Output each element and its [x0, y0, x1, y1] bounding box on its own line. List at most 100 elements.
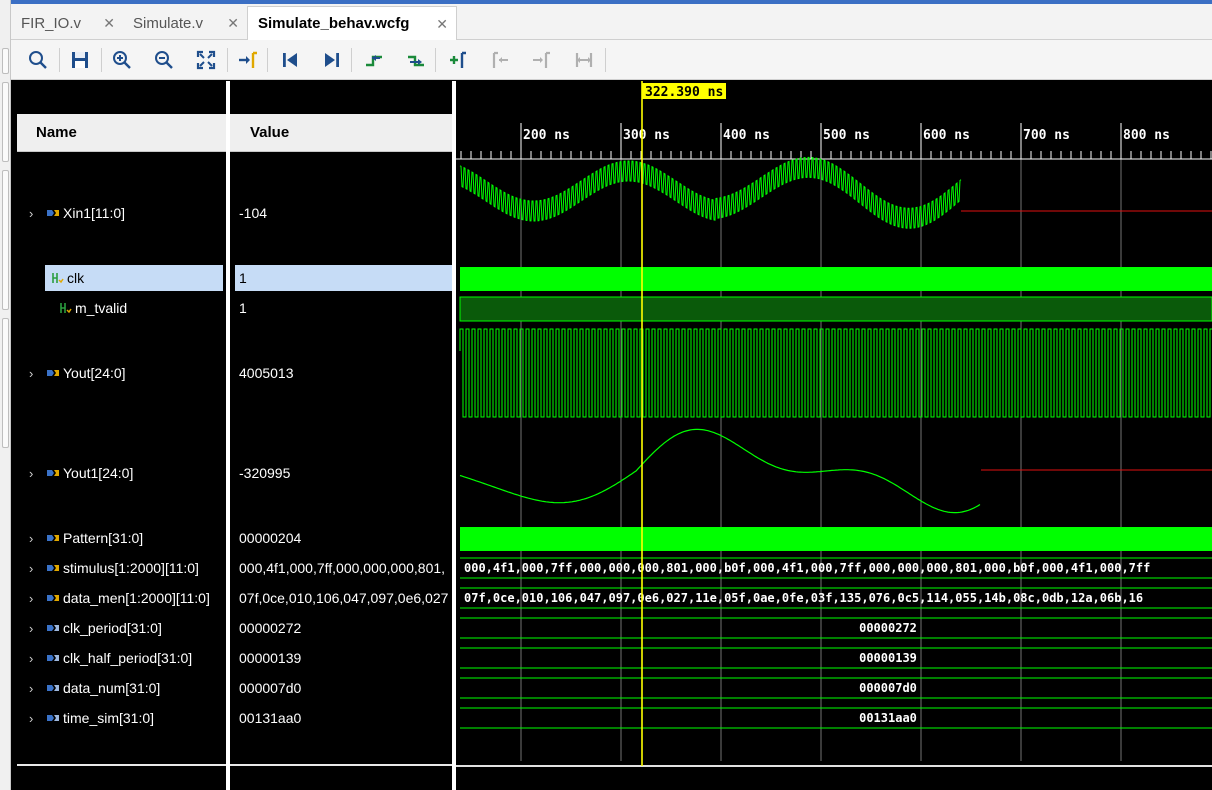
waveform-toolbar [11, 40, 1212, 80]
signal-value-cell: 4005013 [239, 365, 294, 381]
signal-row-name[interactable]: › Yout1[24:0] [17, 460, 226, 486]
m-tvalid-trace [459, 296, 1212, 322]
logic-signal-icon [50, 271, 64, 285]
waveform-canvas[interactable]: 200 ns 300 ns 400 ns 500 ns 600 ns 700 ns 800 … [456, 81, 1212, 790]
time-sim-trace-value-text: 00131aa0 [859, 711, 917, 725]
signal-name-label: Yout[24:0] [63, 365, 126, 381]
side-panel-handle[interactable] [2, 170, 9, 310]
side-panel-handle[interactable] [2, 48, 9, 74]
search-icon[interactable] [27, 49, 49, 71]
name-column-header[interactable]: Name [17, 114, 226, 152]
signal-value-cell: -104 [239, 205, 268, 221]
save-icon[interactable] [69, 49, 91, 71]
column-divider[interactable] [226, 81, 230, 790]
signal-name-label: clk_period[31:0] [63, 620, 162, 636]
close-icon[interactable]: ✕ [103, 15, 115, 31]
signal-value-cell: 000007d0 [239, 680, 302, 696]
signal-name-label: data_men[1:2000][11:0] [63, 590, 210, 606]
pattern-trace [460, 527, 1212, 551]
next-transition-icon[interactable] [405, 49, 427, 71]
signal-name-label: Pattern[31:0] [63, 530, 144, 546]
chevron-right-icon[interactable]: › [29, 650, 34, 666]
chevron-right-icon[interactable]: › [29, 365, 34, 381]
chevron-right-icon[interactable]: › [29, 560, 34, 576]
signal-row-name[interactable]: m_tvalid [17, 295, 226, 321]
window-top-border [0, 0, 1212, 4]
tab-label: Simulate_behav.wcfg [258, 15, 410, 32]
bus-signal-icon [46, 591, 60, 605]
tab-simulate-behav-wcfg[interactable]: Simulate_behav.wcfg ✕ [247, 6, 457, 40]
signal-name-label: data_num[31:0] [63, 680, 161, 696]
signal-row-name[interactable]: › clk_period[31:0] [17, 615, 226, 641]
signal-value-cell: 07f,0ce,010,106,047,097,0e6,027 [239, 590, 449, 606]
yout-trace [459, 328, 1212, 418]
signal-row-name[interactable]: › stimulus[1:2000][11:0] [17, 555, 226, 581]
left-side-strip [0, 0, 11, 790]
signal-row-name[interactable]: clk [45, 265, 223, 291]
signal-name-label: m_tvalid [75, 300, 128, 316]
bus-signal-icon [46, 561, 60, 575]
chevron-right-icon[interactable]: › [29, 530, 34, 546]
chevron-right-icon[interactable]: › [29, 620, 34, 636]
zoom-in-icon[interactable] [111, 49, 133, 71]
parameter-icon [46, 621, 60, 635]
tab-label: Simulate.v [133, 14, 204, 32]
zoom-out-icon[interactable] [153, 49, 175, 71]
next-marker-icon[interactable] [531, 49, 553, 71]
signal-value-cell: 00000139 [239, 650, 302, 666]
signal-name-label: Yout1[24:0] [63, 465, 134, 481]
chevron-right-icon[interactable]: › [29, 590, 34, 606]
chevron-right-icon[interactable]: › [29, 205, 34, 221]
signal-value-cell: 1 [239, 300, 247, 316]
signal-value-cell: 00131aa0 [239, 710, 302, 726]
bus-signal-icon [46, 531, 60, 545]
signal-row-name[interactable]: › Pattern[31:0] [17, 525, 226, 551]
bus-signal-icon [46, 466, 60, 480]
signal-name-label: stimulus[1:2000][11:0] [63, 560, 199, 576]
value-column-header[interactable]: Value [230, 114, 452, 152]
previous-marker-icon[interactable] [489, 49, 511, 71]
side-panel-handle[interactable] [2, 82, 9, 162]
signal-row-name[interactable]: › data_men[1:2000][11:0] [17, 585, 226, 611]
close-icon[interactable]: ✕ [227, 15, 239, 31]
signal-value-cell: 1 [235, 265, 452, 291]
tab-label: FIR_IO.v [21, 14, 82, 32]
xin1-trace [459, 156, 962, 229]
signal-row-name[interactable]: › Yout[24:0] [17, 360, 226, 386]
data-num-trace-value-text: 000007d0 [859, 681, 917, 695]
signal-name-label: clk_half_period[31:0] [63, 650, 193, 666]
tab-fir-io[interactable]: FIR_IO.v ✕ [11, 6, 123, 40]
signal-value-cell: 00000204 [239, 530, 302, 546]
side-panel-handle[interactable] [2, 318, 9, 448]
chevron-right-icon[interactable]: › [29, 465, 34, 481]
go-to-last-time-icon[interactable] [321, 49, 343, 71]
chevron-right-icon[interactable]: › [29, 710, 34, 726]
add-marker-icon[interactable] [447, 49, 469, 71]
signal-name-label: Xin1[11:0] [63, 205, 126, 221]
ruler-tick-label: 600 ns [923, 128, 970, 143]
signal-row-name[interactable]: › time_sim[31:0] [17, 705, 226, 731]
close-icon[interactable]: ✕ [436, 16, 448, 32]
clk-half-period-trace-value-text: 00000139 [859, 651, 917, 665]
signal-row-name[interactable]: › data_num[31:0] [17, 675, 226, 701]
zoom-fit-icon[interactable] [195, 49, 217, 71]
go-to-time-0-icon[interactable] [279, 49, 301, 71]
yout1-trace [459, 428, 981, 514]
signal-row-name[interactable]: › clk_half_period[31:0] [17, 645, 226, 671]
parameter-icon [46, 711, 60, 725]
signal-value-cell: -320995 [239, 465, 291, 481]
column-divider[interactable] [452, 81, 456, 790]
swap-cursors-icon[interactable] [573, 49, 595, 71]
ruler-tick-label: 200 ns [523, 128, 570, 143]
tab-simulate[interactable]: Simulate.v ✕ [123, 6, 247, 40]
go-to-cursor-icon[interactable] [237, 49, 259, 71]
signal-value-cell: 000,4f1,000,7ff,000,000,000,801, [239, 560, 446, 576]
ruler-tick-label: 400 ns [723, 128, 770, 143]
signal-row-name[interactable]: › Xin1[11:0] [17, 200, 226, 226]
signal-value-panel: Value -104 1 1 4005013 -320995 00000204 000,4f… [230, 81, 452, 790]
chevron-right-icon[interactable]: › [29, 680, 34, 696]
signal-name-label: time_sim[31:0] [63, 710, 155, 726]
previous-transition-icon[interactable] [363, 49, 385, 71]
ruler-tick-label: 800 ns [1123, 128, 1170, 143]
ruler-tick-label: 300 ns [623, 128, 670, 143]
